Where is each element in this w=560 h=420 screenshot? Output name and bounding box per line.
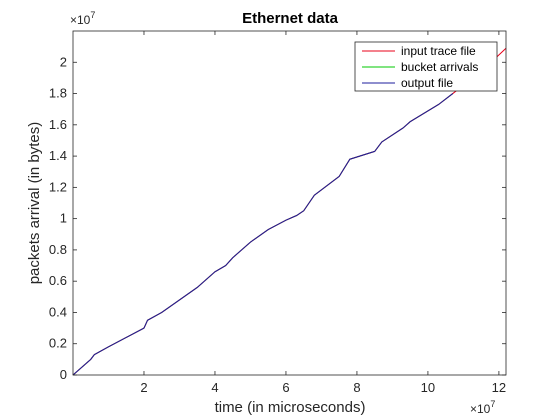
y-tick-label: 1.8: [49, 86, 67, 101]
x-tick-label: 10: [421, 380, 435, 395]
y-tick-label: 0.8: [49, 242, 67, 257]
x-tick-label: 8: [353, 380, 360, 395]
series-line-output-file: [72, 93, 454, 376]
x-tick-label: 2: [140, 380, 147, 395]
x-tick-label: 6: [282, 380, 289, 395]
axes-box: [72, 30, 507, 376]
x-tick-label: 12: [492, 380, 506, 395]
x-scale-label: ×107: [470, 399, 495, 416]
y-tick-label: 0.4: [49, 304, 67, 319]
y-scale-label: ×107: [70, 10, 95, 27]
y-tick-label: 1: [60, 211, 67, 226]
y-tick-label: 1.2: [49, 179, 67, 194]
x-axis-label: time (in microseconds): [215, 399, 366, 416]
y-tick-label: 2: [60, 54, 67, 69]
x-tick-label: 4: [211, 380, 218, 395]
y-axis-label: packets arrival (in bytes): [26, 122, 43, 285]
ticks-layer: 2 4 6 8 10 12 0 0.2 0.4 0.6 0.8 1 1.2 1.4 1.6 1.8 2: [49, 31, 506, 395]
legend-label-input-trace: input trace file: [401, 44, 476, 58]
y-tick-label: 0: [60, 367, 67, 382]
y-tick-label: 1.4: [49, 148, 67, 163]
chart-title: Ethernet data: [242, 10, 339, 27]
legend-label-bucket-arrivals: bucket arrivals: [401, 60, 478, 74]
legend: input trace file bucket arrivals output …: [354, 41, 498, 92]
series-layer: [72, 47, 507, 376]
y-tick-label: 1.6: [49, 117, 67, 132]
legend-label-output-file: output file: [401, 76, 453, 90]
y-tick-label: 0.6: [49, 273, 67, 288]
y-tick-label: 0.2: [49, 336, 67, 351]
